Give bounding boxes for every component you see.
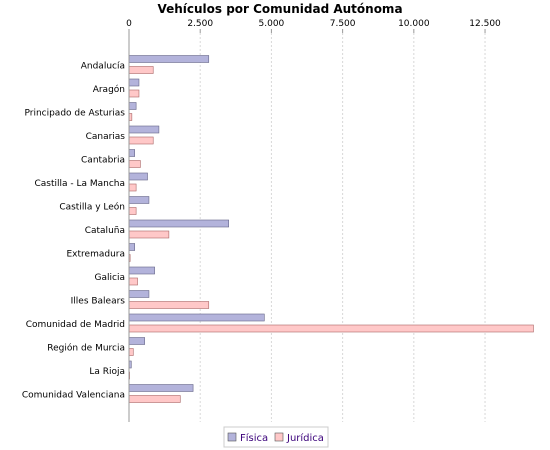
bar-juridica	[128, 66, 154, 74]
category-label: Comunidad de Madrid	[26, 320, 125, 330]
category-label: Región de Murcia	[47, 343, 125, 354]
bar-fisica	[128, 313, 265, 322]
bar-fisica	[128, 337, 145, 345]
bar-fisica	[128, 78, 140, 87]
bar-fisica	[128, 243, 135, 251]
bar-juridica	[128, 277, 138, 286]
bar-juridica	[128, 183, 137, 192]
x-tick-label: 7.500	[330, 19, 356, 29]
x-tick-label: 10.000	[398, 19, 430, 29]
grid	[199, 33, 486, 422]
chart-title: Vehículos por Comunidad Autónoma	[157, 2, 402, 16]
bar-juridica	[128, 207, 137, 215]
x-tick-label: 2.500	[187, 19, 213, 29]
bar-juridica	[128, 230, 170, 239]
bar-fisica	[128, 172, 148, 181]
bar-juridica	[128, 324, 534, 333]
legend-swatch-fisica	[227, 432, 237, 442]
category-label: Cataluña	[85, 226, 125, 236]
category-label: Extremadura	[67, 250, 126, 260]
legend-label-fisica: Física	[240, 432, 268, 444]
bar-fisica	[128, 125, 160, 134]
bar-juridica	[128, 395, 181, 403]
category-label: Comunidad Valenciana	[22, 391, 125, 401]
bars	[128, 55, 534, 403]
category-label: Galicia	[95, 273, 125, 283]
bar-fisica	[128, 55, 210, 63]
x-axis: 0 2.500 5.000 7.500 10.000 12.500	[126, 19, 501, 33]
x-tick-label: 0	[126, 19, 132, 29]
bar-juridica	[128, 89, 140, 98]
category-label: Andalucía	[81, 62, 125, 72]
bar-fisica	[128, 196, 150, 204]
bar-fisica	[128, 219, 229, 228]
x-tick-label: 5.000	[259, 19, 285, 29]
x-tick-label: 12.500	[469, 19, 501, 29]
category-label: La Rioja	[89, 367, 125, 377]
y-axis: Andalucía Aragón Principado de Asturias Can…	[22, 62, 125, 401]
bar-fisica	[128, 149, 135, 157]
category-label: Cantabria	[81, 156, 125, 166]
category-label: Castilla - La Mancha	[34, 179, 125, 189]
category-label: Aragón	[93, 84, 125, 95]
legend-label-juridica: Jurídica	[286, 432, 324, 444]
category-label: Canarias	[86, 132, 126, 142]
bar-juridica	[128, 136, 154, 145]
bar-juridica	[128, 301, 210, 309]
bar-fisica	[128, 266, 155, 275]
bar-fisica	[128, 102, 137, 110]
legend-swatch-juridica	[274, 432, 284, 442]
bar-fisica	[128, 290, 150, 298]
bar-fisica	[128, 384, 194, 392]
bar-juridica	[128, 348, 134, 356]
bar-juridica	[128, 160, 141, 168]
legend: Física Jurídica	[223, 426, 329, 448]
category-label: Castilla y León	[59, 202, 125, 213]
category-label: Illes Balears	[71, 297, 126, 307]
category-label: Principado de Asturias	[24, 109, 125, 119]
